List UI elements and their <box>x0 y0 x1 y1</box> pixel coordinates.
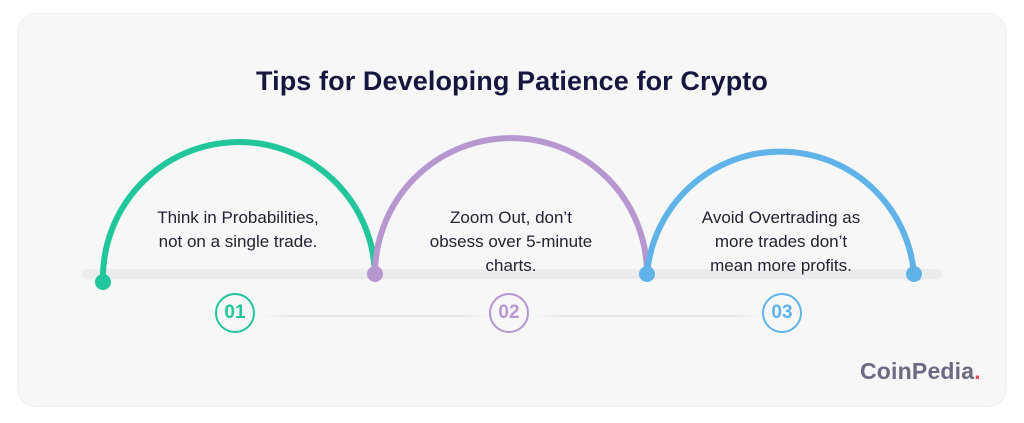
tip-2-line-3: charts. <box>485 256 537 275</box>
arc-step-3-end-dot <box>906 266 922 282</box>
logo-text: CoinPedia <box>860 358 975 384</box>
step-badge-3: 03 <box>762 293 802 333</box>
badge-connector-1 <box>262 315 488 317</box>
infographic-card <box>18 14 1006 406</box>
timeline-track <box>82 269 942 279</box>
step-badge-1: 01 <box>215 293 255 333</box>
arc-step-2 <box>372 135 650 277</box>
badge-connector-2 <box>534 315 760 317</box>
arc-step-3 <box>644 148 917 277</box>
tip-2-line-1: Zoom Out, don’t <box>450 208 572 227</box>
tip-1-line-1: Think in Probabilities, <box>157 208 319 227</box>
tip-3-line-3: mean more profits. <box>710 256 852 275</box>
tip-text-2: Zoom Out, don’t obsess over 5-minute cha… <box>400 206 622 278</box>
page-title: Tips for Developing Patience for Crypto <box>256 66 768 96</box>
tip-3-line-2: more trades don’t <box>714 232 848 251</box>
coinpedia-logo: CoinPedia. <box>860 358 981 385</box>
tip-text-1: Think in Probabilities, not on a single … <box>120 206 356 254</box>
arc-step-2-dot <box>367 266 383 282</box>
tip-text-3: Avoid Overtrading as more trades don’t m… <box>670 206 892 278</box>
arc-step-3-dot <box>639 266 655 282</box>
tip-3-line-1: Avoid Overtrading as <box>701 208 861 227</box>
tip-1-line-2: not on a single trade. <box>158 232 318 251</box>
logo-dot: . <box>974 358 981 384</box>
step-badge-2: 02 <box>489 293 529 333</box>
arc-step-1-dot <box>95 274 111 290</box>
tip-2-line-2: obsess over 5-minute <box>429 232 593 251</box>
arc-step-1 <box>99 139 378 285</box>
